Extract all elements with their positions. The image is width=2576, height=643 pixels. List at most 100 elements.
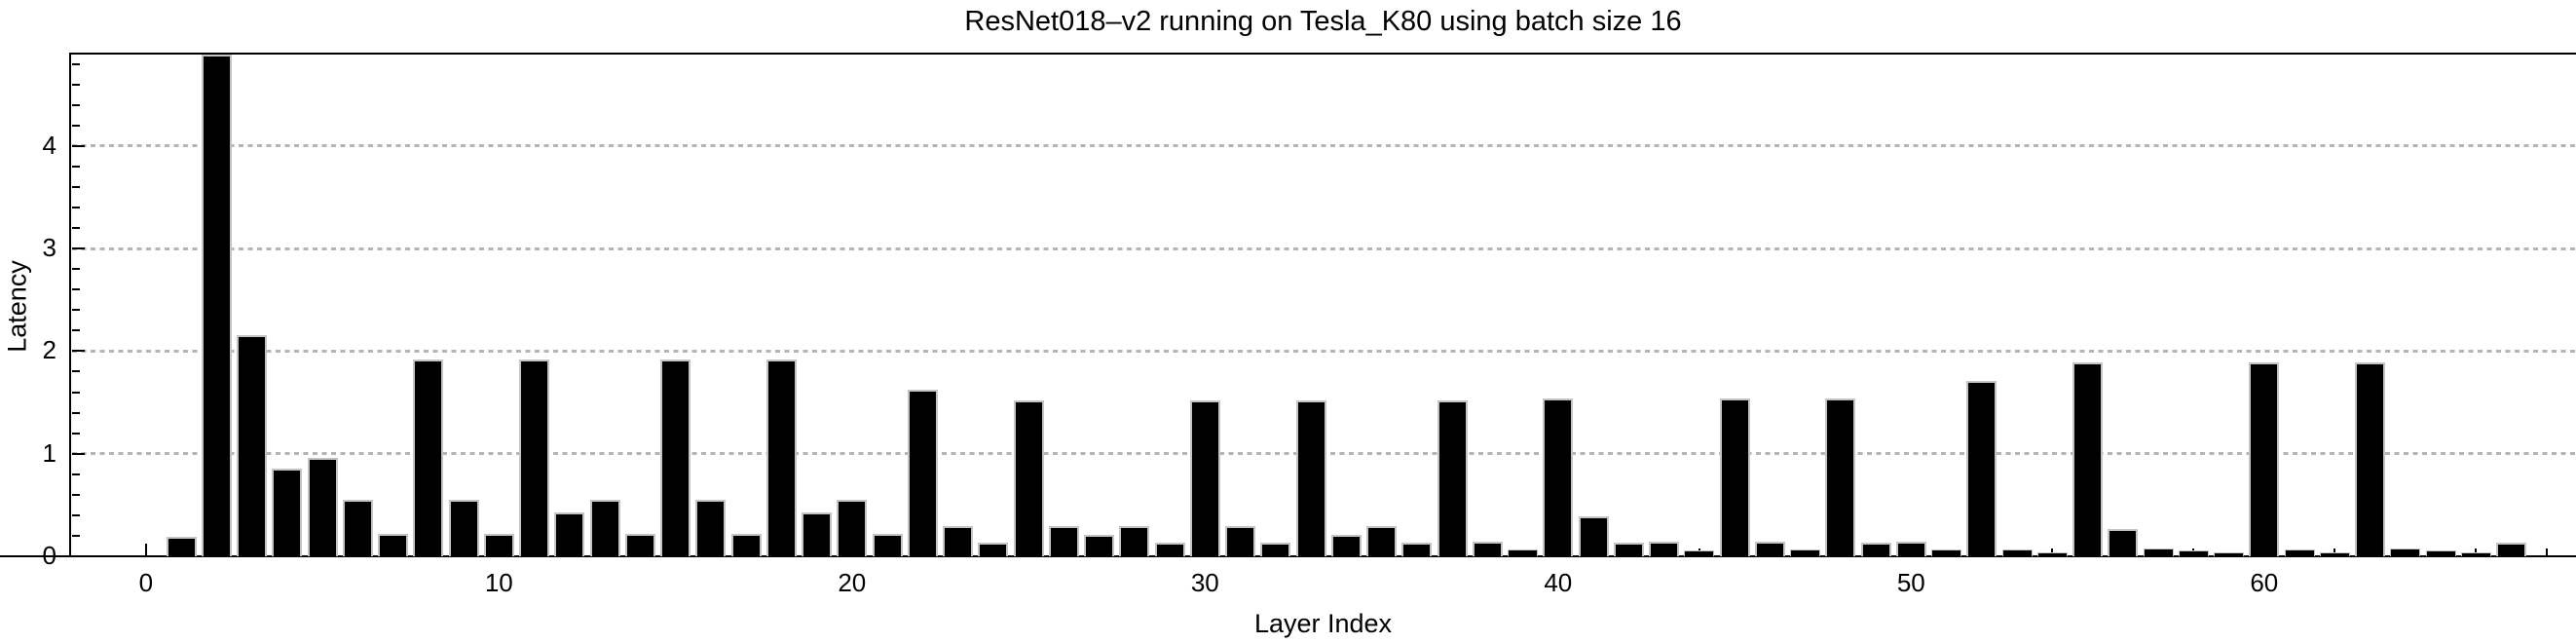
y-major-tick-1: [72, 452, 85, 455]
y-major-tick-2: [72, 350, 85, 353]
bar-layer-48: [1825, 398, 1856, 556]
y-minor-tick: [72, 493, 80, 496]
y-tick-label-4: 4: [42, 130, 56, 160]
x-major-tick-0: [144, 544, 147, 556]
bar-layer-27: [1084, 535, 1115, 556]
bar-layer-9: [448, 500, 479, 556]
bar-layer-4: [272, 469, 303, 556]
bar-layer-23: [943, 526, 974, 556]
y-minor-tick: [72, 473, 80, 475]
y-minor-tick: [72, 124, 80, 127]
bar-layer-24: [978, 543, 1009, 556]
x-axis-line: [0, 555, 2576, 557]
x-tick-label-30: 30: [1190, 568, 1219, 597]
y-minor-tick: [72, 206, 80, 208]
bar-layer-66: [2460, 552, 2491, 556]
y-minor-tick: [72, 227, 80, 230]
y-minor-tick: [72, 391, 80, 394]
bar-layer-56: [2108, 529, 2139, 556]
bar-layer-41: [1578, 516, 1609, 556]
y-minor-tick: [72, 185, 80, 188]
gridline-y-2: [72, 349, 2576, 353]
y-minor-tick: [72, 165, 80, 168]
bar-layer-52: [1966, 381, 1997, 556]
x-tick-label-20: 20: [838, 568, 867, 597]
bar-layer-37: [1437, 400, 1468, 556]
bar-layer-6: [342, 500, 373, 556]
y-tick-label-1: 1: [42, 437, 56, 468]
bar-layer-30: [1189, 400, 1220, 556]
x-minor-tick: [2545, 548, 2548, 556]
bar-layer-26: [1048, 526, 1079, 556]
bar-layer-42: [1613, 543, 1644, 556]
bar-layer-5: [307, 458, 338, 556]
bar-layer-21: [872, 534, 903, 556]
y-minor-tick: [72, 83, 80, 86]
x-tick-label-10: 10: [484, 568, 513, 597]
y-axis-line: [69, 53, 71, 557]
y-minor-tick: [72, 411, 80, 414]
bar-layer-25: [1013, 400, 1044, 556]
bar-layer-61: [2284, 549, 2315, 556]
bar-layer-7: [378, 534, 409, 556]
y-tick-label-3: 3: [42, 233, 56, 263]
bar-layer-2: [201, 55, 232, 556]
y-minor-tick: [72, 534, 80, 537]
bar-layer-18: [765, 359, 797, 556]
y-minor-tick: [72, 268, 80, 271]
bar-layer-49: [1860, 543, 1891, 556]
y-minor-tick: [72, 103, 80, 106]
y-major-tick-4: [72, 144, 85, 147]
bar-layer-64: [2390, 548, 2421, 556]
bar-layer-50: [1895, 542, 1926, 556]
y-minor-tick: [72, 513, 80, 516]
bar-layer-51: [1931, 549, 1962, 556]
bar-layer-19: [802, 512, 833, 556]
x-tick-label-50: 50: [1896, 568, 1925, 597]
bar-layer-1: [166, 537, 197, 556]
bar-layer-12: [554, 512, 585, 556]
x-tick-label-40: 40: [1544, 568, 1573, 597]
bar-layer-17: [730, 534, 762, 556]
bar-layer-60: [2249, 362, 2280, 556]
bar-layer-65: [2425, 550, 2456, 556]
bar-layer-20: [837, 500, 868, 556]
bar-layer-10: [483, 534, 514, 556]
bar-layer-40: [1543, 398, 1574, 556]
bar-layer-22: [907, 390, 938, 556]
x-tick-label-0: 0: [138, 568, 154, 597]
y-minor-tick: [72, 432, 80, 435]
bar-layer-59: [2214, 552, 2245, 556]
chart-title: ResNet018–v2 running on Tesla_K80 using …: [964, 6, 1682, 37]
bar-layer-53: [2001, 549, 2033, 556]
bar-layer-43: [1649, 542, 1680, 556]
bar-layer-55: [2072, 362, 2104, 556]
bar-layer-57: [2143, 548, 2174, 556]
bar-layer-35: [1366, 526, 1398, 556]
y-tick-label-2: 2: [42, 335, 56, 365]
bar-layer-28: [1119, 526, 1150, 556]
bar-layer-47: [1790, 549, 1821, 556]
bar-layer-13: [589, 500, 620, 556]
gridline-y-3: [72, 246, 2576, 250]
bar-layer-32: [1260, 543, 1291, 556]
bar-layer-54: [2036, 552, 2068, 556]
bar-layer-58: [2178, 550, 2209, 556]
y-major-tick-3: [72, 247, 85, 250]
y-minor-tick: [72, 329, 80, 332]
y-minor-tick: [72, 62, 80, 65]
bar-layer-31: [1225, 526, 1256, 556]
x-tick-label-60: 60: [2250, 568, 2279, 597]
bar-layer-39: [1508, 549, 1539, 556]
bar-layer-11: [519, 359, 550, 556]
bar-layer-38: [1472, 542, 1503, 556]
y-minor-tick: [72, 288, 80, 291]
bar-layer-67: [2496, 543, 2527, 556]
bar-layer-14: [624, 534, 655, 556]
bar-layer-44: [1684, 550, 1715, 556]
bar-layer-46: [1754, 542, 1785, 556]
x-axis-label: Layer Index: [1253, 609, 1393, 638]
bar-layer-62: [2319, 552, 2350, 556]
bar-layer-8: [413, 359, 444, 556]
bar-layer-3: [237, 335, 268, 556]
